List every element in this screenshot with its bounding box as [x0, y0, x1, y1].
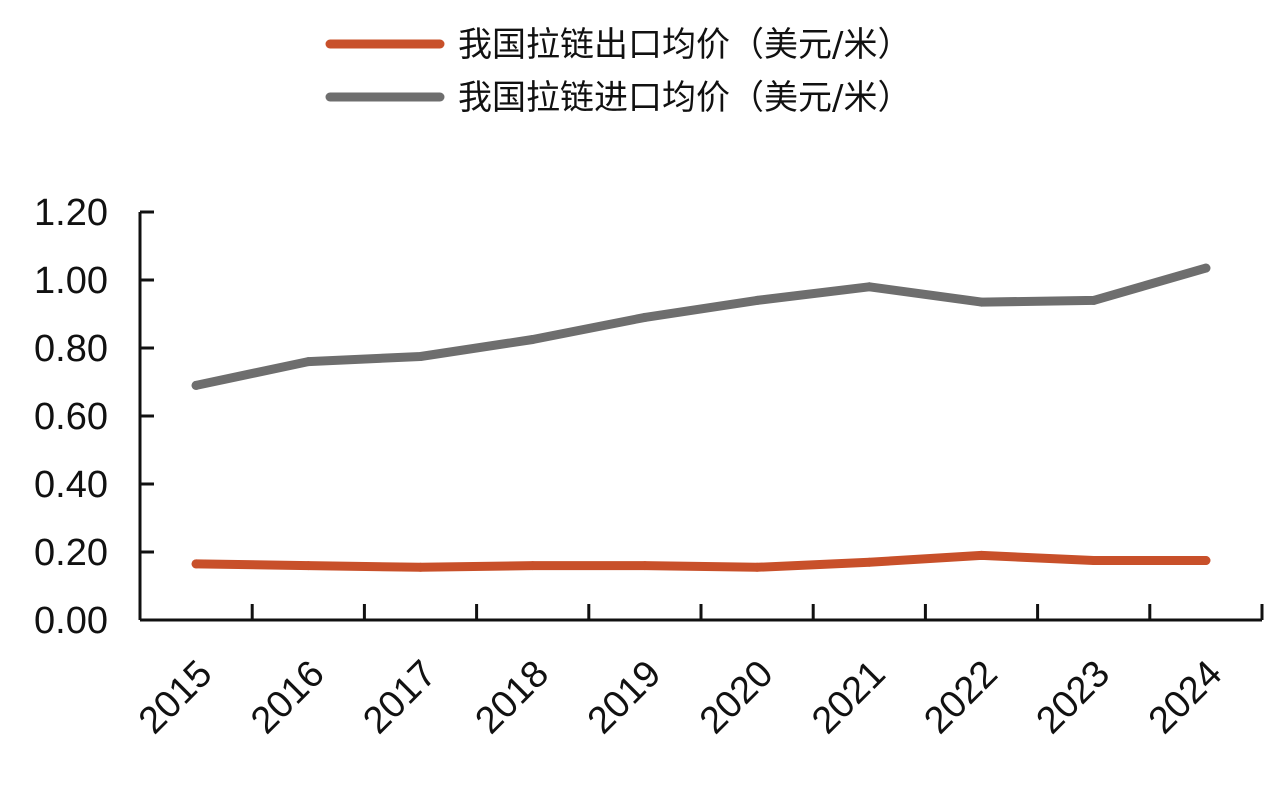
x-tick-label: 2015 [131, 653, 220, 742]
x-tick-label: 2019 [580, 653, 669, 742]
x-tick-label: 2022 [916, 653, 1005, 742]
x-tick-label: 2020 [692, 653, 781, 742]
data-point-export [528, 561, 538, 571]
x-tick-label: 2017 [355, 653, 444, 742]
y-axis-ticks: 0.00 0.20 0.40 0.60 0.80 1.00 1.20 [34, 192, 154, 642]
data-point-import [977, 297, 986, 307]
legend-label-export: 我国拉链出口均价（美元/米） [458, 25, 911, 65]
x-tick-label: 2018 [468, 653, 557, 742]
series-layer [191, 263, 1211, 572]
data-point-import [752, 295, 762, 305]
series-line-import [191, 263, 1211, 390]
y-tick-label: 0.80 [34, 328, 108, 370]
chart-legend: 我国拉链出口均价（美元/米） 我国拉链进口均价（美元/米） [325, 25, 911, 118]
x-axis-ticks: 2015 2016 2017 2018 2019 2020 2021 2022 2023 2024 [131, 604, 1264, 742]
y-tick-label: 0.40 [34, 464, 108, 506]
x-tick-label: 2023 [1029, 653, 1118, 742]
y-tick-label: 0.20 [34, 532, 108, 574]
data-point-export [640, 561, 650, 571]
data-point-export [1201, 556, 1211, 565]
y-tick-label: 0.60 [34, 396, 108, 438]
data-point-import [1089, 295, 1099, 305]
data-point-import [528, 335, 538, 344]
series-line-export [191, 550, 1211, 572]
y-tick-label: 1.20 [34, 192, 108, 234]
data-point-import [640, 312, 650, 322]
data-point-export [1089, 556, 1099, 565]
data-point-export [977, 550, 986, 560]
x-tick-label: 2016 [243, 653, 332, 742]
data-point-export [752, 562, 762, 572]
data-point-export [191, 559, 201, 569]
x-tick-label: 2024 [1141, 653, 1230, 742]
data-point-import [1201, 263, 1211, 273]
data-point-import [191, 380, 201, 390]
data-point-export [303, 561, 313, 571]
data-point-import [303, 357, 313, 367]
data-point-import [416, 352, 425, 361]
x-tick-label: 2021 [804, 653, 893, 742]
data-point-export [416, 562, 425, 572]
data-point-export [864, 557, 874, 567]
legend-label-import: 我国拉链进口均价（美元/米） [458, 78, 911, 118]
data-point-import [864, 282, 874, 292]
y-tick-label: 0.00 [34, 600, 108, 642]
y-tick-label: 1.00 [34, 260, 108, 302]
